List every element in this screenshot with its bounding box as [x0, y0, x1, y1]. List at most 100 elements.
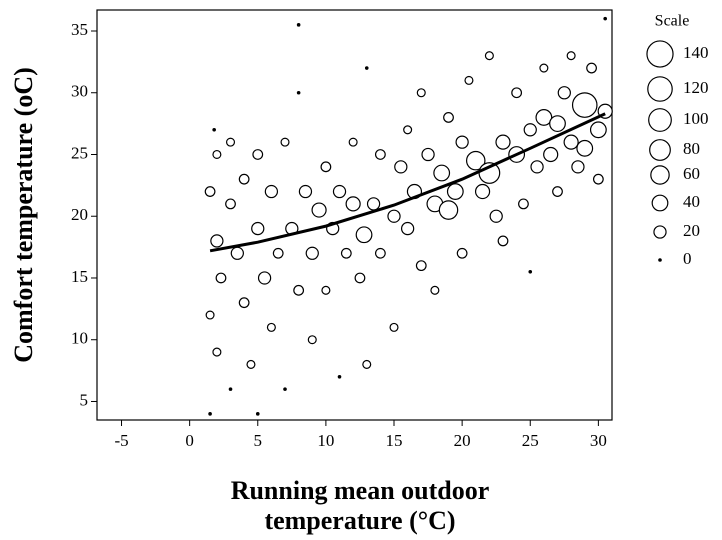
- data-point: [238, 173, 250, 185]
- y-tick-label: 5: [80, 390, 89, 409]
- data-point: [438, 200, 459, 220]
- x-tick-label: 30: [590, 431, 607, 450]
- data-point: [528, 270, 533, 274]
- data-point: [552, 186, 563, 197]
- data-point: [589, 121, 607, 139]
- data-point: [257, 271, 272, 285]
- data-point: [280, 137, 290, 147]
- legend-bubble: [650, 165, 670, 185]
- legend-title: Scale: [655, 13, 690, 30]
- legend-label: 80: [683, 139, 700, 158]
- data-point: [364, 66, 369, 70]
- legend-label: 100: [683, 109, 709, 128]
- legend-bubble: [651, 194, 669, 212]
- data-point: [497, 235, 509, 247]
- data-point: [592, 173, 604, 185]
- plot-frame: [96, 9, 613, 421]
- data-point: [212, 127, 216, 132]
- data-point: [415, 260, 427, 272]
- data-point: [307, 335, 317, 345]
- data-point: [535, 109, 553, 126]
- data-point: [421, 147, 435, 162]
- legend-label: 60: [683, 164, 700, 183]
- data-point: [266, 322, 276, 332]
- legend-label: 120: [683, 78, 709, 97]
- y-tick-label: 25: [71, 143, 88, 162]
- legend-bubble: [646, 40, 674, 68]
- data-point: [400, 221, 415, 236]
- data-point: [474, 183, 491, 200]
- x-tick-label: 5: [254, 431, 263, 450]
- data-point: [296, 90, 301, 95]
- y-tick-label: 30: [71, 82, 88, 101]
- data-point: [571, 160, 585, 174]
- data-point: [489, 209, 503, 223]
- legend-label: 140: [683, 43, 709, 62]
- data-point: [354, 272, 366, 284]
- data-point: [230, 246, 244, 260]
- data-point: [348, 137, 358, 147]
- data-point: [215, 272, 227, 284]
- data-point: [251, 221, 265, 236]
- data-point: [366, 197, 381, 211]
- data-point: [443, 112, 454, 123]
- data-point: [252, 149, 264, 160]
- data-point: [495, 134, 511, 150]
- legend-label: 40: [683, 192, 700, 211]
- x-tick-label: 15: [386, 431, 403, 450]
- data-point: [225, 198, 236, 210]
- data-point: [603, 16, 607, 21]
- data-point: [563, 134, 579, 150]
- data-point: [345, 196, 361, 212]
- data-point: [446, 183, 464, 200]
- data-point: [321, 285, 331, 295]
- data-point: [355, 226, 373, 244]
- data-point: [332, 184, 347, 199]
- data-point: [238, 297, 250, 309]
- data-point: [543, 146, 559, 163]
- data-point: [456, 247, 468, 259]
- data-point: [518, 198, 529, 210]
- data-point: [246, 359, 256, 369]
- data-point: [430, 285, 440, 295]
- data-point: [484, 51, 494, 61]
- data-point: [225, 137, 236, 147]
- legend-bubble: [649, 139, 671, 161]
- legend-bubble: [648, 108, 672, 132]
- y-tick-label: 35: [71, 20, 88, 39]
- data-point: [416, 88, 426, 98]
- y-axis-label: Comfort temperature (oC): [9, 67, 38, 363]
- legend-label: 0: [683, 249, 692, 268]
- legend-bubble: [653, 225, 667, 239]
- data-point: [362, 359, 372, 369]
- data-point: [320, 161, 332, 173]
- data-point: [340, 247, 352, 259]
- data-point: [576, 139, 594, 157]
- data-point: [374, 149, 386, 160]
- data-point: [337, 374, 342, 379]
- data-point: [296, 23, 301, 27]
- x-tick-label: 10: [317, 431, 334, 450]
- data-point: [212, 347, 222, 357]
- data-point: [298, 184, 313, 199]
- y-tick-label: 20: [71, 205, 88, 224]
- data-point: [394, 160, 408, 174]
- data-point: [523, 123, 537, 137]
- x-tick-label: 20: [454, 431, 471, 450]
- legend-label: 20: [683, 221, 700, 240]
- data-point: [311, 202, 327, 218]
- legend-bubble: [658, 258, 662, 262]
- data-point: [210, 234, 224, 248]
- data-point: [586, 62, 597, 74]
- data-point: [212, 149, 222, 160]
- data-point: [557, 86, 571, 100]
- data-point: [283, 387, 287, 391]
- data-point: [465, 150, 486, 171]
- data-point: [387, 209, 401, 223]
- y-tick-label: 15: [71, 267, 88, 286]
- data-point: [305, 246, 319, 260]
- data-point: [204, 186, 216, 197]
- legend-bubble: [647, 76, 673, 102]
